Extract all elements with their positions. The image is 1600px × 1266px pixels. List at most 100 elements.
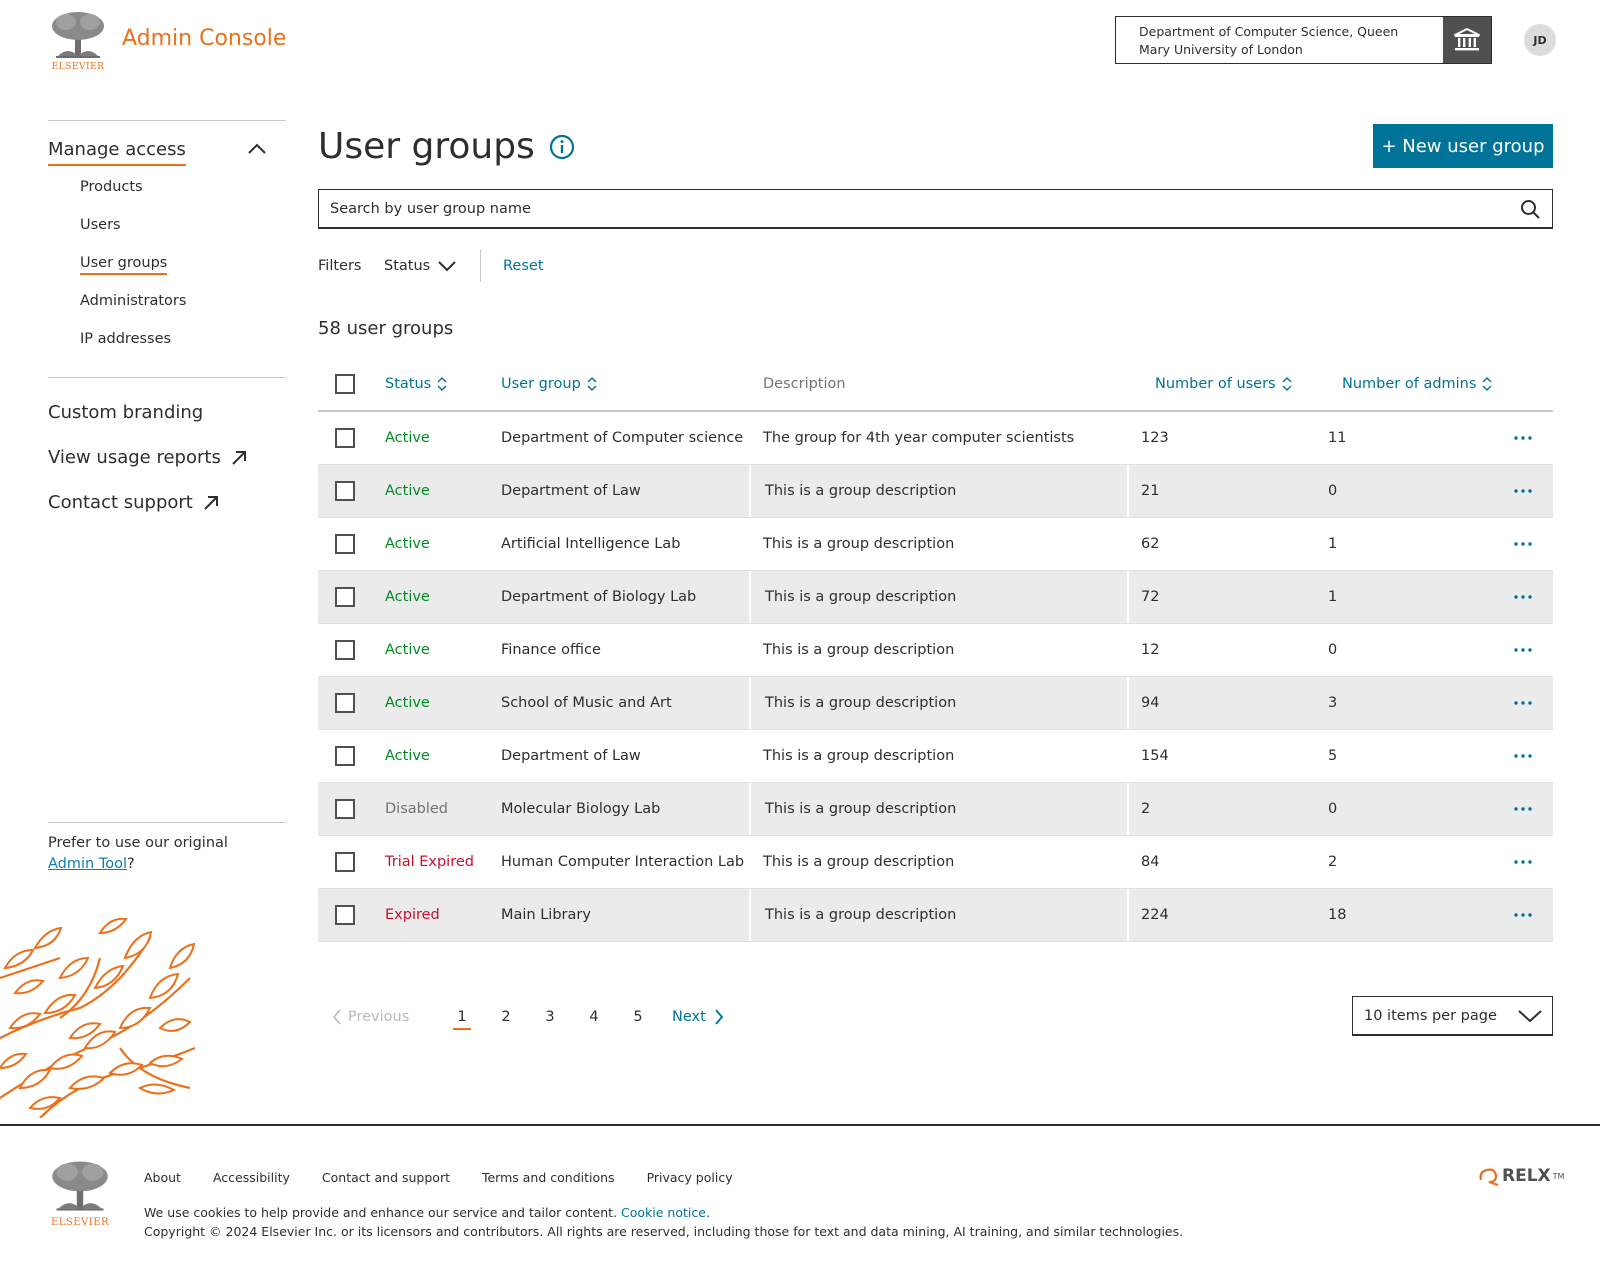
admin-tool-link[interactable]: Admin Tool: [48, 856, 127, 872]
page-5-button[interactable]: 5: [616, 1009, 660, 1025]
row-checkbox[interactable]: [335, 799, 355, 819]
more-options-button[interactable]: [1507, 648, 1539, 652]
number-of-admins: 0: [1328, 483, 1338, 499]
user-group-name[interactable]: Artificial Intelligence Lab: [501, 536, 681, 552]
page-number: 4: [589, 1009, 599, 1025]
chevron-up-icon[interactable]: [248, 143, 266, 155]
user-group-name[interactable]: Department of Law: [501, 483, 641, 499]
table-row: Active Department of Computer science Th…: [318, 412, 1553, 465]
sidebar-link-contact-support[interactable]: Contact support: [48, 480, 286, 525]
more-options-button[interactable]: [1507, 807, 1539, 811]
select-all-checkbox[interactable]: [335, 374, 355, 394]
sort-number-of-admins-header[interactable]: Number of admins: [1333, 376, 1521, 392]
page-1-button[interactable]: 1: [440, 1009, 484, 1030]
elsevier-tree-icon: [52, 12, 104, 58]
sidebar-item-user-groups[interactable]: User groups: [80, 253, 286, 291]
user-group-name[interactable]: School of Music and Art: [501, 695, 672, 711]
more-options-button[interactable]: [1507, 595, 1539, 599]
reset-filters-link[interactable]: Reset: [503, 258, 544, 274]
more-options-button[interactable]: [1507, 436, 1539, 440]
cookie-notice-link[interactable]: Cookie notice: [621, 1205, 706, 1220]
user-group-name[interactable]: Department of Biology Lab: [501, 589, 697, 605]
footer-link-about[interactable]: About: [144, 1170, 181, 1185]
more-horizontal-icon: [1514, 542, 1532, 546]
sort-user-group-header[interactable]: User group: [501, 376, 763, 392]
user-group-name[interactable]: Main Library: [501, 907, 591, 923]
page-3-button[interactable]: 3: [528, 1009, 572, 1025]
footer-link-privacy[interactable]: Privacy policy: [646, 1170, 733, 1185]
sidebar-footer: Prefer to use our original Admin Tool?: [48, 822, 286, 875]
sidebar-divider: [48, 822, 286, 823]
sidebar-item-ip-addresses[interactable]: IP addresses: [80, 329, 286, 367]
row-checkbox[interactable]: [335, 481, 355, 501]
search-icon[interactable]: [1508, 199, 1552, 219]
sidebar-link-usage-reports[interactable]: View usage reports: [48, 435, 286, 480]
number-of-users: 2: [1141, 801, 1151, 817]
user-avatar[interactable]: JD: [1524, 24, 1556, 56]
user-group-name[interactable]: Department of Law: [501, 748, 641, 764]
items-per-page-select[interactable]: 10 items per page: [1352, 996, 1553, 1036]
new-user-group-button[interactable]: + New user group: [1373, 124, 1553, 168]
row-checkbox[interactable]: [335, 852, 355, 872]
more-options-button[interactable]: [1507, 913, 1539, 917]
sidebar-item-administrators[interactable]: Administrators: [80, 291, 286, 329]
info-icon[interactable]: [549, 134, 575, 160]
user-group-name[interactable]: Department of Computer science: [501, 430, 744, 446]
more-options-button[interactable]: [1507, 860, 1539, 864]
more-options-button[interactable]: [1507, 701, 1539, 705]
more-options-button[interactable]: [1507, 542, 1539, 546]
row-checkbox[interactable]: [335, 640, 355, 660]
user-group-name[interactable]: Molecular Biology Lab: [501, 801, 661, 817]
sidebar-item-products[interactable]: Products: [80, 177, 286, 215]
footer-link-contact-support[interactable]: Contact and support: [321, 1170, 450, 1185]
previous-page-button[interactable]: Previous: [332, 1009, 440, 1025]
footer-link-terms[interactable]: Terms and conditions: [481, 1170, 615, 1185]
relx-logo[interactable]: RELX TM: [1478, 1166, 1564, 1186]
sidebar-link-label: Custom branding: [48, 402, 204, 423]
row-checkbox[interactable]: [335, 746, 355, 766]
more-options-button[interactable]: [1507, 754, 1539, 758]
group-description: This is a group description: [749, 783, 1129, 835]
original-tool-suffix: ?: [127, 856, 135, 872]
sidebar-item-users[interactable]: Users: [80, 215, 286, 253]
row-checkbox[interactable]: [335, 693, 355, 713]
row-checkbox[interactable]: [335, 534, 355, 554]
elsevier-logo[interactable]: ELSEVIER: [48, 10, 108, 72]
group-description: This is a group description: [763, 642, 955, 658]
footer-elsevier-logo[interactable]: ELSEVIER: [48, 1158, 112, 1228]
more-options-button[interactable]: [1507, 489, 1539, 493]
status-badge: Expired: [385, 907, 440, 923]
filters-label: Filters: [318, 258, 362, 274]
user-group-name[interactable]: Human Computer Interaction Lab: [501, 854, 745, 870]
relx-text: RELX: [1502, 1166, 1551, 1186]
table-row: Trial Expired Human Computer Interaction…: [318, 836, 1553, 889]
number-of-admins: 18: [1328, 907, 1347, 923]
page-4-button[interactable]: 4: [572, 1009, 616, 1025]
sidebar-section-manage-access[interactable]: Manage access: [48, 121, 286, 167]
more-horizontal-icon: [1514, 701, 1532, 705]
decorative-leaves: [0, 918, 200, 1118]
relx-mark-icon: [1479, 1168, 1499, 1186]
organization-selector[interactable]: Department of Computer Science, Queen Ma…: [1115, 16, 1492, 64]
sort-number-of-users-header[interactable]: Number of users: [1143, 376, 1333, 392]
row-checkbox[interactable]: [335, 428, 355, 448]
header-label: Description: [763, 376, 846, 392]
sort-status-header[interactable]: Status: [385, 376, 501, 392]
status-badge: Active: [385, 748, 430, 764]
page-2-button[interactable]: 2: [484, 1009, 528, 1025]
more-horizontal-icon: [1514, 436, 1532, 440]
next-page-button[interactable]: Next: [672, 1009, 724, 1025]
filters-divider: [480, 250, 481, 282]
status-filter-dropdown[interactable]: Status: [384, 258, 480, 274]
table-row: Active Department of Biology Lab This is…: [318, 571, 1553, 624]
footer-link-accessibility[interactable]: Accessibility: [212, 1170, 290, 1185]
user-group-name[interactable]: Finance office: [501, 642, 601, 658]
chevron-down-icon: [438, 261, 456, 272]
group-description: This is a group description: [763, 536, 955, 552]
next-label: Next: [672, 1009, 706, 1025]
row-checkbox[interactable]: [335, 905, 355, 925]
sidebar-link-custom-branding[interactable]: Custom branding: [48, 390, 286, 435]
search-input[interactable]: [319, 200, 1508, 217]
row-checkbox[interactable]: [335, 587, 355, 607]
number-of-admins: 0: [1328, 801, 1338, 817]
